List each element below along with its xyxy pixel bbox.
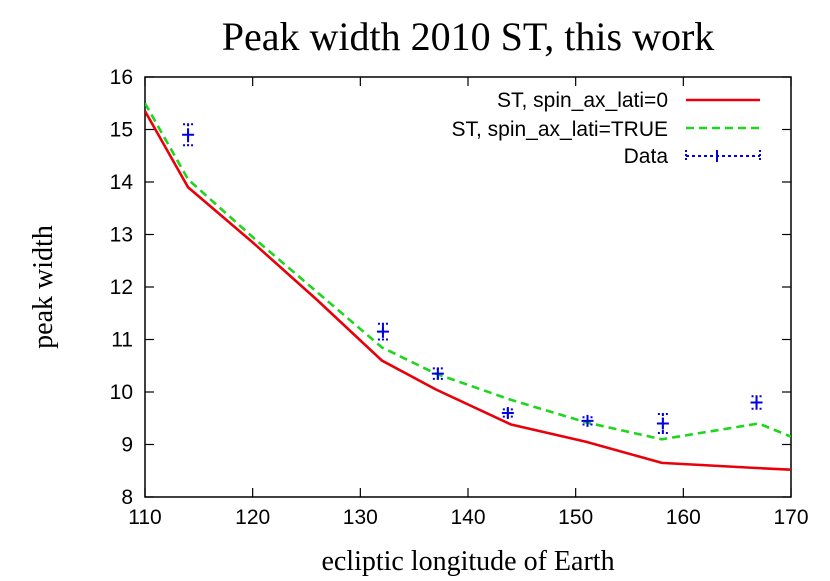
plot-lines	[145, 102, 791, 471]
data-point	[656, 413, 669, 434]
x-axis-label: ecliptic longitude of Earth	[321, 546, 614, 577]
data-point	[376, 322, 389, 341]
series-line-2	[145, 102, 791, 441]
y-tick-label: 12	[110, 276, 133, 299]
y-axis-label: peak width	[28, 225, 59, 349]
y-tick-label: 14	[110, 171, 134, 194]
data-point	[581, 414, 594, 427]
data-point	[182, 123, 195, 147]
y-tick-label: 11	[111, 329, 133, 352]
series-line-1	[145, 110, 791, 471]
y-tick-label: 13	[110, 224, 133, 247]
data-point	[501, 407, 514, 419]
x-tick-label: 120	[235, 506, 270, 529]
y-tick-label: 16	[110, 66, 133, 89]
x-tick-label: 150	[558, 506, 593, 529]
legend-sample-data	[685, 150, 761, 162]
data-point	[750, 395, 763, 410]
legend-label-2: ST, spin_ax_lati=TRUE	[451, 118, 668, 141]
data-point	[431, 367, 444, 380]
y-tick-label: 10	[110, 381, 133, 404]
y-tick-label: 8	[121, 486, 133, 509]
chart-title: Peak width 2010 ST, this work	[222, 14, 715, 59]
x-tick-label: 130	[343, 506, 378, 529]
y-tick-label: 9	[121, 434, 133, 457]
x-tick-label: 140	[450, 506, 485, 529]
x-tick-label: 160	[666, 506, 701, 529]
x-tick-label: 170	[773, 506, 808, 529]
legend: ST, spin_ax_lati=0 ST, spin_ax_lati=TRUE…	[451, 89, 761, 168]
legend-label-3: Data	[624, 145, 669, 168]
x-tick-label: 110	[128, 506, 161, 529]
y-tick-label: 15	[110, 119, 133, 142]
legend-label-1: ST, spin_ax_lati=0	[497, 89, 668, 112]
axes: 110 120 130 140 150 160 170 8 9 10 11 12 13 14 15 16	[110, 66, 809, 529]
